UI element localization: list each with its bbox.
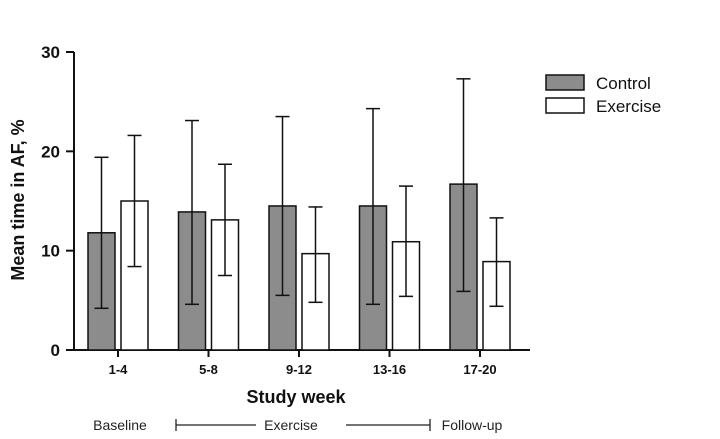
phase-exercise-label: Exercise: [264, 417, 318, 433]
phase-baseline-label: Baseline: [93, 417, 147, 433]
y-tick-label: 0: [51, 341, 60, 360]
x-tick-label: 1-4: [109, 362, 129, 377]
bars: [87, 183, 511, 351]
y-axis-title: Mean time in AF, %: [8, 119, 28, 280]
x-tick-label: 9-12: [286, 362, 312, 377]
x-ticks: 1-4 5-8 9-12 13-16 17-20: [109, 350, 497, 377]
legend-swatch-control: [545, 74, 585, 91]
y-ticks: 0 10 20 30: [41, 43, 74, 360]
y-tick-label: 30: [41, 43, 60, 62]
legend-label-control: Control: [596, 74, 651, 93]
y-tick-label: 20: [41, 142, 60, 161]
legend-swatch-exercise: [545, 97, 585, 114]
legend: Control Exercise: [545, 74, 661, 116]
x-tick-label: 17-20: [463, 362, 496, 377]
phase-followup-label: Follow-up: [442, 417, 503, 433]
y-tick-label: 10: [41, 242, 60, 261]
x-tick-label: 5-8: [199, 362, 218, 377]
x-tick-label: 13-16: [373, 362, 406, 377]
x-axis-title: Study week: [246, 387, 346, 407]
error-bars: [94, 78, 504, 310]
legend-label-exercise: Exercise: [596, 97, 661, 116]
phase-timeline: Baseline Exercise Follow-up: [93, 417, 502, 433]
